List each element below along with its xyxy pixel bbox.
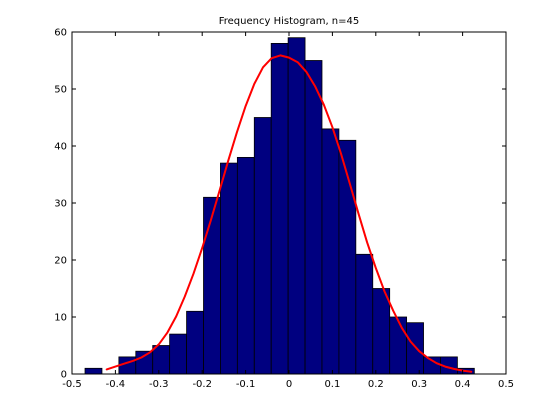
y-tick-label: 30	[54, 199, 67, 210]
y-tick-label: 50	[54, 85, 67, 96]
histogram-bar-12	[287, 37, 306, 375]
x-tick-label: -0.4	[106, 379, 126, 390]
y-tick-label: 40	[54, 142, 67, 153]
histogram-bar-11	[270, 43, 289, 375]
histogram-bars	[84, 37, 475, 375]
histogram-bar-5	[169, 333, 187, 375]
histogram-bar-8	[220, 162, 238, 375]
histogram-bar-17	[372, 288, 391, 375]
density-curve-layer	[105, 54, 473, 373]
y-tick-label: 10	[54, 313, 67, 324]
y-tick-label: 60	[54, 28, 67, 39]
histogram-bar-9	[236, 156, 255, 375]
histogram-bar-10	[253, 117, 272, 375]
x-tick-label: 0.2	[368, 379, 384, 390]
histogram-bar-7	[203, 196, 221, 375]
histogram-bar-6	[186, 310, 204, 375]
histogram-bar-13	[304, 60, 323, 375]
x-tick-label: -0.3	[149, 379, 169, 390]
histogram-bar-16	[355, 253, 374, 375]
histogram-bar-14	[321, 128, 340, 375]
density-curve-line	[105, 54, 473, 373]
histogram-bar-18	[389, 316, 408, 375]
chart-title: Frequency Histogram, n=45	[219, 16, 360, 27]
y-tick-label: 0	[61, 370, 67, 381]
x-tick-label: -0.5	[62, 379, 82, 390]
x-tick-label: -0.2	[192, 379, 212, 390]
x-tick-label: 0.1	[324, 379, 340, 390]
x-tick-label: 0	[286, 379, 292, 390]
x-tick-label: 0.4	[455, 379, 471, 390]
x-tick-label: 0.3	[411, 379, 427, 390]
histogram-bar-4	[152, 345, 171, 375]
x-tick-label: 0.5	[498, 379, 514, 390]
histogram-bar-3	[135, 350, 154, 375]
axis-ticks: -0.5 -0.4 -0.3 -0.2 -0.1 0 0.1 0.2 0.3 0.4 0.5 0 10 2…	[54, 28, 514, 391]
y-tick-label: 20	[54, 256, 67, 267]
histogram-bar-0	[84, 367, 103, 375]
histogram-bar-19	[406, 322, 424, 375]
x-tick-label: -0.1	[236, 379, 256, 390]
